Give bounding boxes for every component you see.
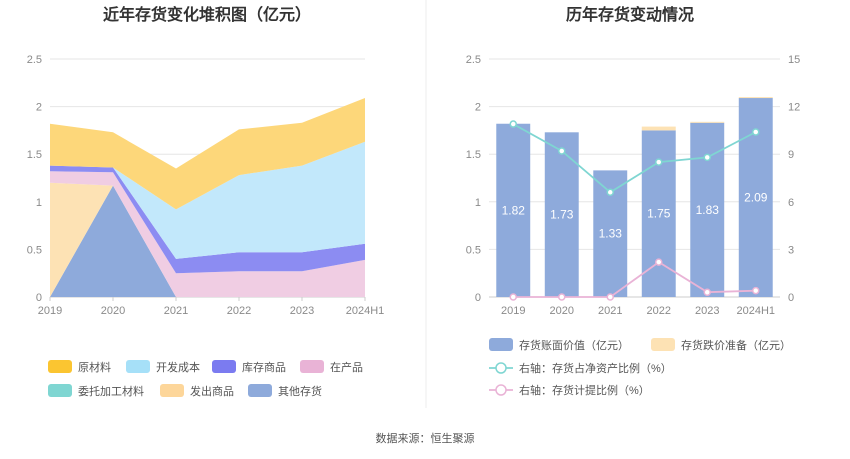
line-point — [655, 158, 663, 166]
y-tick-label: 0.5 — [466, 244, 481, 256]
legend-marker — [495, 362, 507, 374]
legend-label: 存货账面价值（亿元） — [519, 338, 629, 352]
bar-impairment-reserve — [690, 121, 725, 123]
left-chart-title: 近年存货变化堆积图（亿元） — [103, 5, 311, 24]
y-tick-label: 1.5 — [466, 149, 481, 161]
legend-swatch — [651, 338, 675, 351]
legend-label: 右轴：存货占净资产比例（%） — [519, 361, 672, 375]
bar-book-value — [496, 123, 531, 298]
area-series-1 — [50, 182, 365, 297]
y2-tick-label: 3 — [788, 244, 794, 256]
y2-tick-label: 6 — [788, 197, 794, 209]
left-area-series — [50, 98, 365, 297]
legend-label: 其他存货 — [278, 384, 322, 398]
bar-line-chart: 历年存货变动情况 1.82 1.73 1.33 1.75 1.83 2.09 0 0.5 1 1… — [466, 5, 801, 397]
legend-label: 开发成本 — [156, 360, 200, 374]
area-series-5 — [50, 141, 365, 259]
legend-label: 发出商品 — [190, 384, 234, 398]
y-tick-label: 1 — [475, 197, 481, 209]
legend-swatch — [160, 384, 184, 397]
legend-swatch — [489, 338, 513, 351]
y-tick-label: 2.5 — [466, 54, 481, 66]
line-point — [606, 188, 614, 197]
right-left-axis-ticks: 0 0.5 1 1.5 2 2.5 — [466, 54, 481, 304]
left-x-axis-ticks: 2019 2020 2021 2022 2023 2024H1 — [38, 297, 385, 317]
line-point — [558, 293, 566, 301]
right-bar-series — [496, 97, 773, 298]
x-tick-label: 2024H1 — [736, 305, 775, 317]
y-tick-label: 0.5 — [27, 244, 42, 256]
x-tick-label: 2021 — [164, 305, 188, 317]
bar-value-label: 1.82 — [502, 203, 526, 217]
x-tick-label: 2020 — [550, 305, 574, 317]
right-line-series — [509, 120, 760, 301]
right-x-axis-ticks: 2019 2020 2021 2022 2023 2024H1 — [501, 305, 775, 317]
right-legend: 存货账面价值（亿元） 存货跌价准备（亿元） 右轴：存货占净资产比例（%） 右轴：存货计… — [489, 338, 791, 397]
y-tick-label: 0 — [36, 292, 42, 304]
left-y-axis-ticks: 0 0.5 1 1.5 2 2.5 — [27, 54, 42, 304]
legend-swatch — [126, 360, 150, 373]
y-tick-label: 2 — [36, 102, 42, 114]
line-series-1 — [513, 261, 756, 298]
legend-label: 存货跌价准备（亿元） — [681, 338, 791, 352]
line-point — [703, 288, 711, 296]
legend-label: 库存商品 — [242, 360, 286, 374]
legend-label: 委托加工材料 — [78, 384, 144, 398]
bar-value-label: 2.09 — [744, 191, 768, 205]
legend-label: 在产品 — [330, 360, 363, 374]
legend-marker — [495, 384, 507, 396]
right-chart-title: 历年存货变动情况 — [566, 5, 694, 24]
legend-swatch — [48, 360, 72, 373]
right-bar-labels: 1.82 1.73 1.33 1.75 1.83 2.09 — [502, 191, 768, 241]
x-tick-label: 2022 — [647, 305, 671, 317]
y2-tick-label: 0 — [788, 292, 794, 304]
x-tick-label: 2020 — [101, 305, 125, 317]
line-point — [558, 147, 566, 155]
bar-impairment-reserve — [738, 97, 773, 99]
bar-value-label: 1.33 — [599, 227, 623, 241]
x-tick-label: 2021 — [598, 305, 622, 317]
area-series-6 — [50, 98, 365, 210]
legend-swatch — [212, 360, 236, 373]
y-tick-label: 0 — [475, 292, 481, 304]
y2-tick-label: 15 — [788, 54, 800, 66]
y-tick-label: 2 — [475, 102, 481, 114]
legend-label: 右轴：存货计提比例（%） — [519, 383, 650, 397]
line-point — [752, 128, 760, 136]
y2-tick-label: 9 — [788, 149, 794, 161]
y2-tick-label: 12 — [788, 102, 800, 114]
legend-label: 原材料 — [78, 360, 111, 374]
line-point — [509, 120, 517, 128]
legend-swatch — [300, 360, 324, 373]
area-series-0 — [50, 185, 365, 297]
data-source: 数据来源：恒生聚源 — [376, 431, 475, 445]
y-tick-label: 1 — [36, 197, 42, 209]
legend-swatch — [48, 384, 72, 397]
right-right-axis-ticks: 0 3 6 9 12 15 — [788, 54, 800, 304]
line-point — [703, 153, 711, 162]
x-tick-label: 2019 — [501, 305, 525, 317]
y-tick-label: 1.5 — [27, 149, 42, 161]
x-tick-label: 2019 — [38, 305, 62, 317]
stacked-area-chart: 近年存货变化堆积图（亿元） 00.511.522.5 2019 2020 2021 2… — [27, 5, 385, 398]
y-tick-label: 2.5 — [27, 54, 42, 66]
line-point — [509, 293, 517, 301]
x-tick-label: 2023 — [695, 305, 719, 317]
line-point — [752, 286, 760, 295]
bar-value-label: 1.73 — [550, 208, 574, 222]
bar-value-label: 1.83 — [696, 203, 720, 217]
area-series-4 — [50, 165, 365, 274]
bar-value-label: 1.75 — [647, 207, 671, 221]
legend-swatch — [248, 384, 272, 397]
area-series-3 — [50, 171, 365, 297]
x-tick-label: 2022 — [227, 305, 251, 317]
x-tick-label: 2024H1 — [346, 305, 385, 317]
line-point — [655, 258, 663, 266]
line-point — [606, 293, 614, 301]
line-series-0 — [512, 123, 757, 194]
bar-impairment-reserve — [641, 126, 676, 131]
x-tick-label: 2023 — [290, 305, 314, 317]
